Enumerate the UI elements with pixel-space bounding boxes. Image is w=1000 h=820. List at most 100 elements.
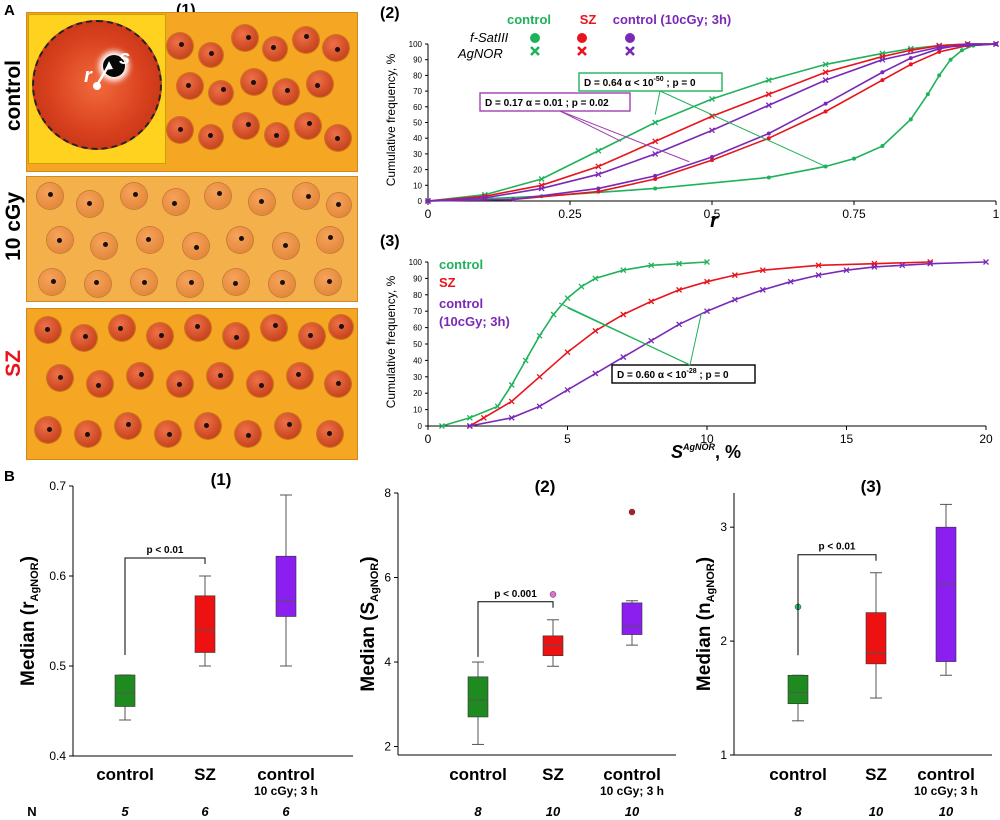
A2-data-point bbox=[822, 69, 829, 76]
A3-series-line bbox=[469, 261, 931, 427]
A2-x-tick-label: 0.5 bbox=[704, 207, 721, 221]
A2-data-point bbox=[908, 62, 913, 67]
A3-data-point bbox=[676, 321, 683, 328]
A2-legend-x-marker bbox=[625, 46, 635, 56]
micrograph-10cgy bbox=[26, 176, 358, 302]
A3-data-point bbox=[648, 262, 655, 269]
A2-y-tick-label: 70 bbox=[413, 87, 422, 96]
B2-category-label: SZ bbox=[542, 765, 564, 784]
A2-data-point bbox=[595, 163, 602, 170]
A2-data-point bbox=[959, 48, 964, 53]
B1-significance-bracket bbox=[124, 557, 206, 655]
A2-x-tick-label: 1 bbox=[993, 207, 1000, 221]
cell-inset: r s bbox=[28, 14, 166, 164]
A2-annotation-box-green bbox=[578, 72, 723, 92]
A2-y-tick-label: 100 bbox=[409, 40, 423, 49]
n-row-label: N bbox=[27, 804, 36, 819]
A2-data-point bbox=[652, 150, 659, 157]
B2-box bbox=[467, 676, 489, 718]
A3-data-point bbox=[704, 278, 710, 285]
A3-data-point bbox=[564, 386, 571, 393]
B1-significance-label: p < 0.01 bbox=[147, 545, 184, 556]
A2-data-point bbox=[907, 47, 914, 54]
B2-y-tick-label: 2 bbox=[384, 740, 391, 754]
A2-data-point bbox=[538, 176, 545, 182]
A2-legend-header: control bbox=[507, 12, 551, 27]
A2-pointer-line bbox=[654, 90, 661, 115]
A2-data-point bbox=[852, 156, 856, 161]
A2-data-point bbox=[765, 102, 772, 109]
A2-data-point bbox=[710, 158, 714, 163]
A3-x-axis-label-tail: , % bbox=[715, 442, 741, 462]
A2-legend-row-label: AgNOR bbox=[457, 46, 503, 61]
B3-category-sublabel: 10 cGy; 3 h bbox=[914, 784, 978, 798]
B2-panel-label: (2) bbox=[535, 477, 556, 496]
A2-data-point bbox=[908, 117, 913, 122]
A2-data-point bbox=[879, 56, 886, 63]
A2-data-point bbox=[766, 175, 771, 180]
A3-data-point bbox=[592, 275, 599, 282]
A2-y-tick-label: 40 bbox=[413, 134, 422, 143]
B3-category-label: SZ bbox=[865, 765, 887, 784]
A3-data-point bbox=[620, 267, 627, 274]
A2-y-tick-label: 80 bbox=[413, 71, 422, 80]
A2-x-tick-label: 0.25 bbox=[558, 207, 582, 221]
A2-annotation-exponent: -50 bbox=[654, 76, 664, 83]
B2-y-axis-label-tail: ) bbox=[358, 556, 379, 562]
A3-y-tick-label: 100 bbox=[409, 258, 423, 267]
A2-data-point bbox=[653, 186, 658, 191]
B2-n-value: 10 bbox=[546, 804, 561, 819]
A2-data-point bbox=[596, 189, 601, 194]
A3-x-tick-label: 20 bbox=[979, 432, 993, 446]
A2-data-point bbox=[596, 186, 601, 191]
A3-x-tick-label: 15 bbox=[840, 432, 854, 446]
A3-data-point bbox=[815, 272, 822, 279]
A3-pointer-line bbox=[567, 307, 691, 366]
B2-n-value: 10 bbox=[625, 804, 640, 819]
A2-data-point bbox=[709, 127, 715, 134]
B1-panel-label: (1) bbox=[211, 470, 232, 489]
B2-outlier bbox=[628, 508, 636, 516]
B3-y-axis-label-tail: ) bbox=[694, 557, 715, 563]
A2-data-point bbox=[481, 194, 488, 201]
A3-data-point bbox=[508, 398, 515, 405]
A2-x-tick-label: 0 bbox=[425, 207, 432, 221]
A2-series-line bbox=[427, 43, 996, 202]
A3-x-tick-label: 5 bbox=[564, 432, 571, 446]
A3-data-point bbox=[592, 370, 599, 377]
A3-legend-control: control bbox=[439, 257, 483, 272]
micrograph-sz bbox=[26, 308, 358, 460]
A2-data-point bbox=[880, 70, 885, 75]
A3-series-line bbox=[469, 261, 987, 427]
B1-y-tick-label: 0.7 bbox=[49, 479, 66, 493]
A2-data-point bbox=[765, 77, 772, 84]
A2-data-point bbox=[908, 56, 913, 61]
A2-y-tick-label: 50 bbox=[413, 119, 422, 128]
B1-y-axis-label-sub: AgNOR bbox=[29, 562, 41, 601]
A3-data-point bbox=[466, 414, 473, 421]
A3-data-point bbox=[704, 259, 710, 265]
A2-legend-dot-marker bbox=[530, 33, 540, 43]
A2-legend-dot-marker bbox=[577, 33, 587, 43]
A3-y-tick-label: 60 bbox=[413, 324, 422, 333]
A3-data-point bbox=[927, 260, 934, 267]
A2-y-tick-label: 20 bbox=[413, 166, 422, 175]
A2-data-point bbox=[948, 57, 953, 62]
B2-category-sublabel: 10 cGy; 3 h bbox=[600, 784, 664, 798]
A3-y-tick-label: 90 bbox=[413, 274, 422, 283]
A2-legend-row-label: f-SatIII bbox=[470, 30, 509, 45]
A2-data-point bbox=[709, 113, 715, 120]
A2-data-point bbox=[823, 101, 828, 106]
A2-legend-header: SZ bbox=[580, 12, 597, 27]
A2-data-point bbox=[937, 49, 942, 54]
A3-annotation-exponent: -28 bbox=[687, 368, 697, 375]
B3-y-axis-label-sub: AgNOR bbox=[705, 563, 717, 602]
A3-data-point bbox=[648, 298, 655, 305]
B2-category-label: control bbox=[449, 765, 507, 784]
A3-legend-irr: control bbox=[439, 296, 483, 311]
A2-data-point bbox=[710, 155, 714, 160]
A2-legend-header: control (10cGy; 3h) bbox=[613, 12, 731, 27]
A3-data-point bbox=[564, 295, 571, 302]
B3-n-value: 10 bbox=[869, 804, 884, 819]
